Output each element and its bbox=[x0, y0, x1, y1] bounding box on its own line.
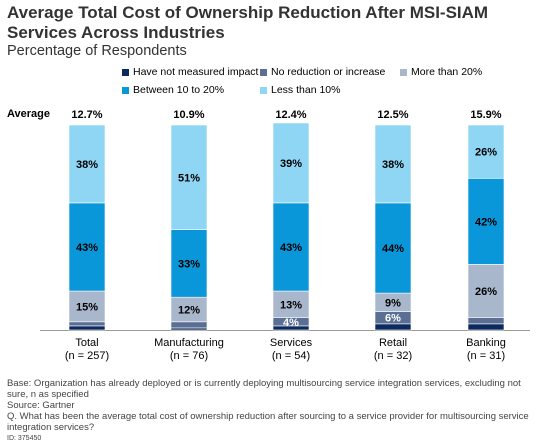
legend-item-10-to-20: Between 10 to 20% bbox=[122, 84, 224, 96]
category-tick-label: Retail bbox=[379, 337, 407, 349]
category-tick-label: Services bbox=[270, 337, 313, 349]
bar-data-label: 12% bbox=[178, 305, 200, 317]
category-tick-label: Banking bbox=[466, 337, 506, 349]
bar-segment bbox=[374, 124, 412, 204]
average-value-label: 12.5% bbox=[377, 109, 408, 121]
bar-segment bbox=[170, 124, 208, 230]
footnote-source: Source: Gartner bbox=[7, 400, 75, 411]
chart-subtitle: Percentage of Respondents bbox=[7, 43, 187, 59]
bar-data-label: 6% bbox=[385, 313, 401, 325]
legend-swatch-10-to-20 bbox=[122, 86, 129, 94]
legend-swatch-no-reduction bbox=[260, 68, 267, 76]
legend-label-less-than-10: Less than 10% bbox=[271, 84, 341, 96]
legend-swatch-more-than-20 bbox=[400, 68, 407, 76]
legend-item-not-measured: Have not measured impact bbox=[122, 66, 258, 78]
bar-segment bbox=[272, 290, 310, 318]
bar-data-label: 13% bbox=[280, 299, 302, 311]
legend-swatch-less-than-10 bbox=[260, 86, 267, 94]
stacked-bar-chart: 15% 43% 38% 12.7% Total(n = 257) 12% 33% 51% 10.… bbox=[40, 109, 530, 362]
bar-data-label: 43% bbox=[76, 242, 98, 254]
average-value-label: 12.7% bbox=[71, 109, 102, 121]
average-value-label: 12.4% bbox=[275, 109, 306, 121]
average-value-label: 15.9% bbox=[470, 109, 501, 121]
legend-label-10-to-20: Between 10 to 20% bbox=[133, 84, 225, 96]
bar-segment bbox=[68, 321, 106, 327]
bar-data-label: 26% bbox=[475, 286, 497, 298]
legend-label-more-than-20: More than 20% bbox=[411, 66, 483, 78]
bar-segment bbox=[68, 325, 106, 331]
bar-segment bbox=[467, 317, 505, 325]
bar-segment bbox=[170, 296, 208, 323]
legend-swatch-not-measured bbox=[122, 68, 129, 76]
category-sublabel: (n = 54) bbox=[272, 350, 310, 362]
bar-data-label: 4% bbox=[283, 317, 299, 329]
bar-data-label: 43% bbox=[280, 242, 302, 254]
bar-data-label: 39% bbox=[280, 158, 302, 170]
bar-segment bbox=[374, 202, 412, 294]
footnote: Base: Organization has already deployed … bbox=[7, 378, 537, 444]
bar-segment bbox=[170, 321, 208, 329]
bar-segment bbox=[170, 327, 208, 331]
category-tick-label: Total bbox=[75, 337, 98, 349]
bar-data-label: 26% bbox=[475, 147, 497, 159]
bar-data-label: 51% bbox=[178, 172, 200, 184]
bar-segment bbox=[68, 124, 106, 204]
bar-segment bbox=[467, 264, 505, 318]
category-sublabel: (n = 32) bbox=[374, 350, 412, 362]
bar-data-label: 33% bbox=[178, 258, 200, 270]
bar-segment bbox=[272, 122, 310, 204]
category-sublabel: (n = 257) bbox=[65, 350, 109, 362]
bar-data-label: 9% bbox=[385, 297, 401, 309]
category-tick-label: Manufacturing bbox=[154, 337, 224, 349]
footnote-id: ID: 375450 bbox=[7, 435, 42, 442]
bar-segment bbox=[374, 323, 412, 331]
bar-segment bbox=[272, 202, 310, 292]
bar-data-label: 38% bbox=[382, 159, 404, 171]
bar-data-label: 38% bbox=[76, 159, 98, 171]
chart-title: Average Total Cost of Ownership Reductio… bbox=[7, 3, 489, 42]
category-sublabel: (n = 76) bbox=[170, 350, 208, 362]
bar-segment bbox=[467, 124, 505, 179]
bar-data-label: 42% bbox=[475, 216, 497, 228]
footnote-question: Q. What has been the average total cost … bbox=[7, 411, 529, 433]
bar-data-label: 44% bbox=[382, 243, 404, 255]
legend-label-not-measured: Have not measured impact bbox=[133, 66, 259, 78]
legend-item-no-reduction: No reduction or increase bbox=[260, 66, 385, 78]
legend-item-less-than-10: Less than 10% bbox=[260, 84, 340, 96]
category-sublabel: (n = 31) bbox=[467, 350, 505, 362]
legend-item-more-than-20: More than 20% bbox=[400, 66, 482, 78]
legend-label-no-reduction: No reduction or increase bbox=[271, 66, 386, 78]
average-row-label: Average bbox=[7, 108, 51, 120]
bar-segment bbox=[467, 178, 505, 265]
bar-data-label: 15% bbox=[76, 301, 98, 313]
footnote-base: Base: Organization has already deployed … bbox=[7, 378, 521, 400]
bar-segment bbox=[467, 323, 505, 331]
bar-segment bbox=[68, 202, 106, 292]
average-value-label: 10.9% bbox=[173, 109, 204, 121]
